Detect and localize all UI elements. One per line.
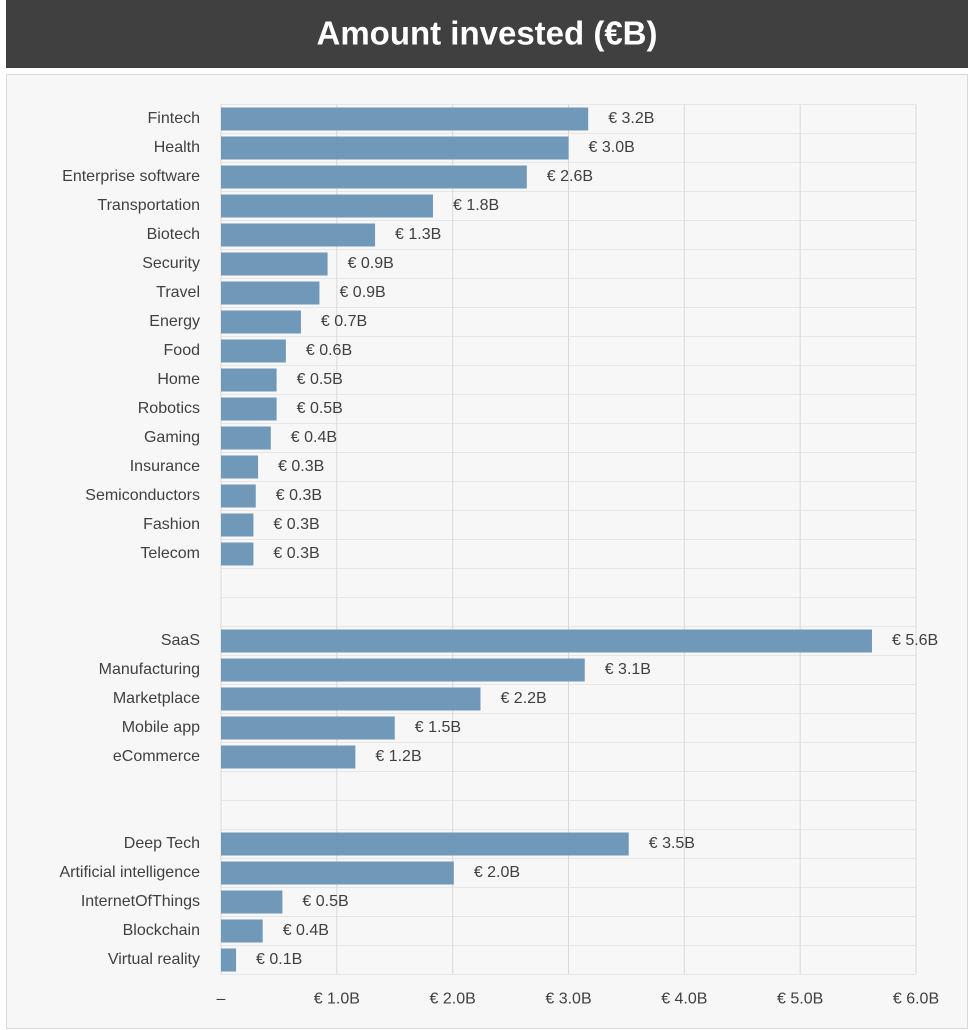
bar xyxy=(221,368,277,392)
bar xyxy=(221,542,254,566)
data-label: € 1.3B xyxy=(395,226,441,243)
y-tick-label: Marketplace xyxy=(113,690,200,707)
y-tick-label: Fashion xyxy=(143,516,200,533)
data-label: € 3.1B xyxy=(605,661,651,678)
chart-area xyxy=(6,74,968,1029)
y-tick-label: Food xyxy=(164,342,200,359)
y-tick-label: Virtual reality xyxy=(108,951,200,968)
data-label: € 1.8B xyxy=(453,197,499,214)
data-label: € 1.2B xyxy=(375,748,421,765)
data-label: € 3.0B xyxy=(589,139,635,156)
y-tick-label: Security xyxy=(142,255,200,272)
data-label: € 5.6B xyxy=(892,632,938,649)
x-tick-label: € 3.0B xyxy=(545,991,591,1008)
data-label: € 0.7B xyxy=(321,313,367,330)
y-tick-label: Blockchain xyxy=(123,922,200,939)
y-tick-label: SaaS xyxy=(161,632,200,649)
y-tick-label: Travel xyxy=(156,284,200,301)
bar xyxy=(221,339,286,363)
y-tick-label: Home xyxy=(157,371,200,388)
y-tick-label: Insurance xyxy=(130,458,200,475)
y-tick-label: InternetOfThings xyxy=(81,893,200,910)
bar xyxy=(221,832,629,856)
bar xyxy=(221,658,585,682)
bar xyxy=(221,890,283,914)
y-tick-label: eCommerce xyxy=(113,748,200,765)
y-tick-label: Artificial intelligence xyxy=(59,864,200,881)
y-tick-label: Transportation xyxy=(97,197,200,214)
bar xyxy=(221,252,328,276)
x-tick-label: – xyxy=(217,991,226,1008)
data-label: € 0.9B xyxy=(348,255,394,272)
data-label: € 0.4B xyxy=(291,429,337,446)
data-label: € 0.3B xyxy=(273,545,319,562)
bar xyxy=(221,223,376,247)
x-tick-label: € 1.0B xyxy=(314,991,360,1008)
y-tick-label: Semiconductors xyxy=(85,487,200,504)
data-label: € 3.5B xyxy=(649,835,695,852)
bar xyxy=(221,397,277,421)
y-tick-label: Robotics xyxy=(138,400,200,417)
data-label: € 0.9B xyxy=(339,284,385,301)
x-tick-label: € 6.0B xyxy=(893,991,939,1008)
y-tick-label: Health xyxy=(154,139,200,156)
bar xyxy=(221,194,433,218)
chart-title: Amount invested (€B) xyxy=(316,15,657,52)
bar xyxy=(221,948,237,972)
bar xyxy=(221,281,320,305)
y-tick-label: Deep Tech xyxy=(124,835,200,852)
data-label: € 0.5B xyxy=(302,893,348,910)
bar xyxy=(221,745,356,769)
data-label: € 0.4B xyxy=(283,922,329,939)
bar xyxy=(221,107,589,131)
bar xyxy=(221,513,254,537)
y-tick-label: Enterprise software xyxy=(62,168,200,185)
bar xyxy=(221,861,454,885)
bar xyxy=(221,919,263,943)
data-label: € 0.5B xyxy=(297,400,343,417)
bar xyxy=(221,136,569,160)
data-label: € 1.5B xyxy=(415,719,461,736)
y-tick-label: Manufacturing xyxy=(99,661,200,678)
data-label: € 0.3B xyxy=(276,487,322,504)
bar xyxy=(221,426,271,450)
data-label: € 0.6B xyxy=(306,342,352,359)
y-tick-label: Mobile app xyxy=(122,719,200,736)
y-tick-label: Energy xyxy=(149,313,200,330)
bar xyxy=(221,716,395,740)
data-label: € 3.2B xyxy=(608,110,654,127)
bar xyxy=(221,629,872,653)
bar xyxy=(221,310,301,334)
title-banner xyxy=(6,0,968,68)
data-label: € 2.0B xyxy=(474,864,520,881)
x-tick-label: € 4.0B xyxy=(661,991,707,1008)
bar xyxy=(221,165,527,189)
data-label: € 2.2B xyxy=(500,690,546,707)
x-tick-label: € 5.0B xyxy=(777,991,823,1008)
data-label: € 0.1B xyxy=(256,951,302,968)
data-label: € 0.3B xyxy=(273,516,319,533)
y-tick-label: Gaming xyxy=(144,429,200,446)
y-tick-label: Fintech xyxy=(148,110,200,127)
bar xyxy=(221,687,481,711)
data-label: € 0.3B xyxy=(278,458,324,475)
bar xyxy=(221,455,259,479)
data-label: € 0.5B xyxy=(297,371,343,388)
data-label: € 2.6B xyxy=(547,168,593,185)
y-tick-label: Telecom xyxy=(140,545,200,562)
x-tick-label: € 2.0B xyxy=(430,991,476,1008)
y-tick-label: Biotech xyxy=(147,226,200,243)
bar xyxy=(221,484,256,508)
